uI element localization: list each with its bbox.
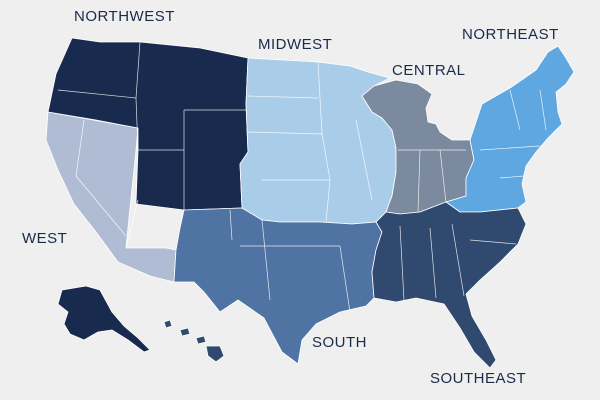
label-west: WEST <box>22 230 68 247</box>
state-borders <box>57 41 547 313</box>
region-midwest[interactable] <box>239 57 397 225</box>
region-southeast-hawaii[interactable] <box>163 319 225 363</box>
label-southeast: SOUTHEAST <box>430 370 527 387</box>
label-northwest: NORTHWEST <box>74 8 175 25</box>
label-central: CENTRAL <box>392 62 466 79</box>
region-southeast[interactable] <box>371 201 527 369</box>
label-south: SOUTH <box>312 334 367 351</box>
region-northwest-alaska[interactable] <box>57 285 151 353</box>
label-midwest: MIDWEST <box>258 36 333 53</box>
label-northeast: NORTHEAST <box>462 26 559 43</box>
region-south[interactable] <box>173 207 383 365</box>
